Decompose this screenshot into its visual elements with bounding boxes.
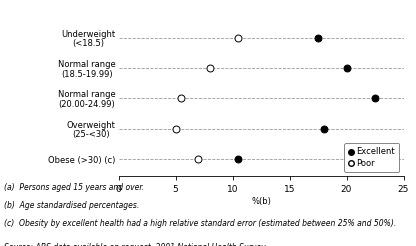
Text: (c)  Obesity by excellent health had a high relative standard error (estimated b: (c) Obesity by excellent health had a hi…: [4, 219, 396, 228]
Point: [206, 66, 213, 70]
Text: (a)  Persons aged 15 years and over.: (a) Persons aged 15 years and over.: [4, 183, 144, 192]
Text: Source: ABS data available on request, 2001 National Health Survey.: Source: ABS data available on request, 2…: [4, 243, 267, 246]
Point: [314, 36, 321, 40]
Point: [372, 96, 379, 100]
X-axis label: %(b): %(b): [251, 197, 271, 206]
Point: [343, 66, 350, 70]
Point: [235, 36, 242, 40]
Text: (b)  Age standardised percentages.: (b) Age standardised percentages.: [4, 201, 139, 210]
Point: [172, 127, 179, 131]
Legend: Excellent, Poor: Excellent, Poor: [344, 143, 399, 172]
Point: [195, 157, 202, 161]
Point: [235, 157, 242, 161]
Point: [320, 127, 327, 131]
Point: [178, 96, 185, 100]
